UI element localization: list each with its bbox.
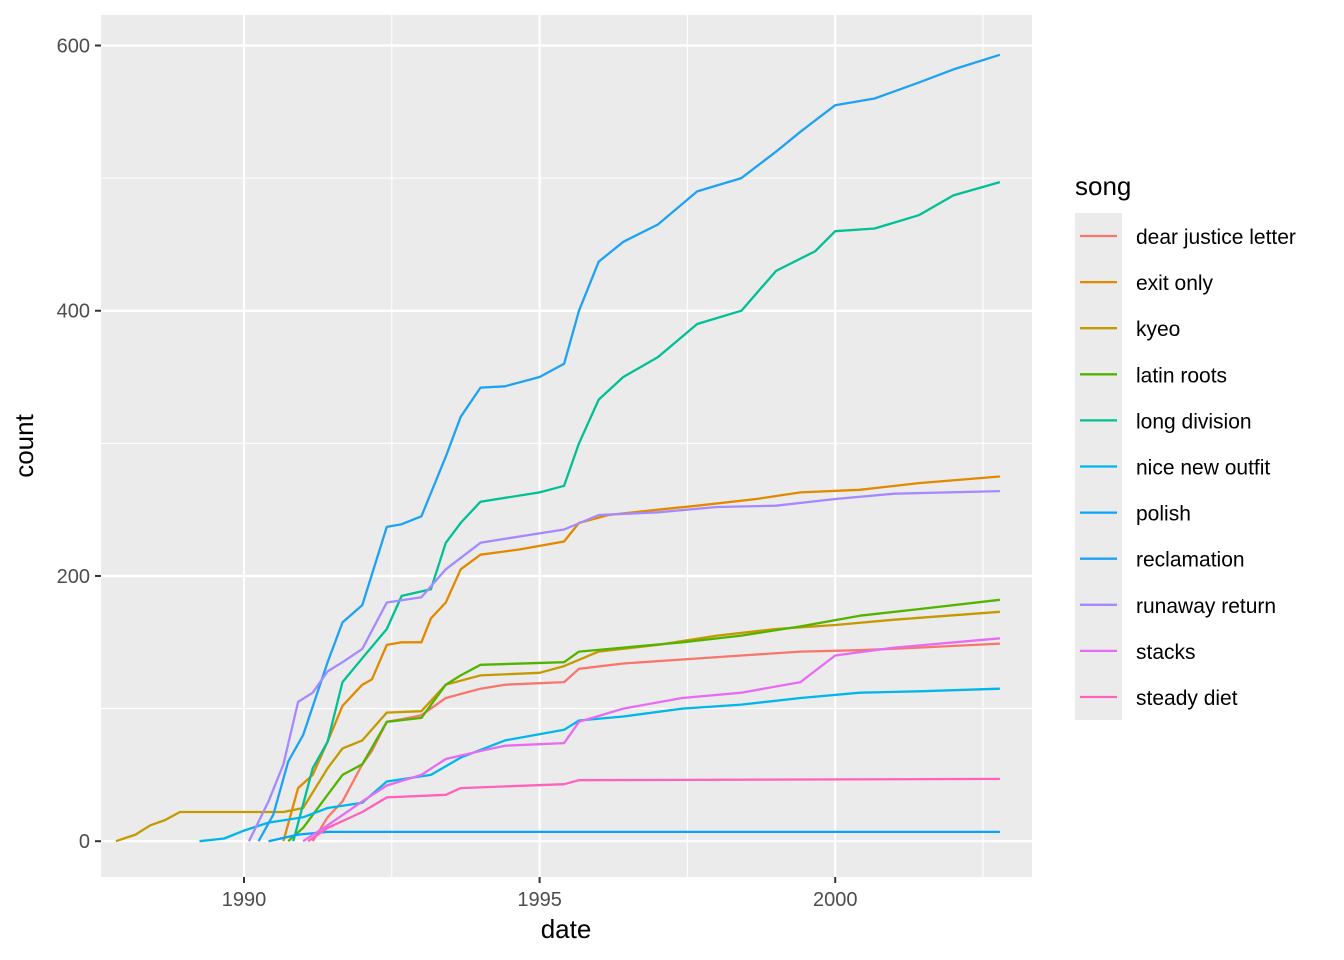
major-gridlines <box>101 15 1032 877</box>
minor-gridlines <box>101 15 1032 877</box>
y-axis-ticks: 0 200 400 600 <box>57 36 101 853</box>
series-line-exit-only <box>282 475 1000 842</box>
legend-label: kyeo <box>1136 318 1180 341</box>
legend-title: song <box>1075 171 1131 201</box>
legend-label: polish <box>1136 503 1191 526</box>
series-line-reclamation <box>257 53 1001 842</box>
x-tick-label: 1990 <box>222 889 267 911</box>
series-line-runaway-return <box>247 489 1000 842</box>
y-tick-label: 400 <box>57 301 90 323</box>
series-line-latin-roots <box>287 598 1001 843</box>
legend-label: dear justice letter <box>1136 226 1296 249</box>
legend-items: dear justice letter exit only kyeo latin ro… <box>1080 226 1296 710</box>
legend-label: reclamation <box>1136 549 1245 572</box>
legend-label: latin roots <box>1136 364 1227 387</box>
legend: song dear justice letter exit only kyeo lat… <box>1075 171 1296 720</box>
series-line-nice-new-outfit <box>199 687 1000 843</box>
legend-label: long division <box>1136 410 1252 433</box>
legend-label: nice new outfit <box>1136 457 1270 480</box>
y-tick-label: 0 <box>79 831 90 853</box>
series-line-kyeo <box>115 610 1000 843</box>
legend-label: exit only <box>1136 272 1214 295</box>
legend-label: steady diet <box>1136 687 1238 710</box>
y-axis-title: count <box>9 413 39 477</box>
series-lines <box>115 53 1001 843</box>
y-tick-label: 600 <box>57 36 90 58</box>
series-line-polish <box>268 830 1000 843</box>
x-tick-label: 2000 <box>813 889 858 911</box>
y-tick-label: 200 <box>57 566 90 588</box>
x-axis-title: date <box>541 914 592 944</box>
legend-label: runaway return <box>1136 595 1276 618</box>
x-tick-label: 1995 <box>517 889 562 911</box>
series-line-long-division <box>292 180 1001 842</box>
x-axis-ticks: 1990 1995 2000 <box>222 877 858 911</box>
plot-panel <box>101 15 1032 877</box>
legend-label: stacks <box>1136 641 1196 664</box>
series-line-stacks <box>302 637 1001 843</box>
series-line-steady-diet <box>307 777 1000 843</box>
